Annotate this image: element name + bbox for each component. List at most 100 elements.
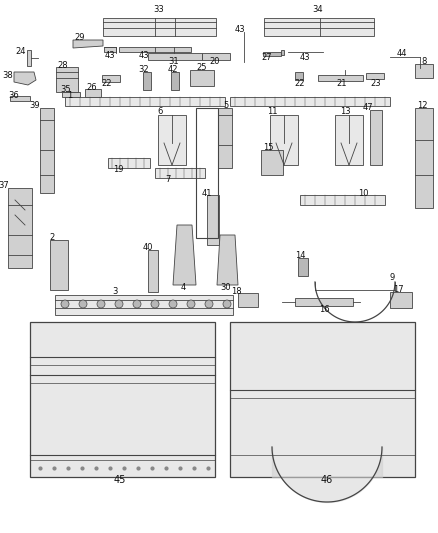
Bar	[108, 158, 150, 168]
Text: 33: 33	[154, 5, 164, 14]
Bar	[143, 72, 151, 90]
Text: 36: 36	[9, 91, 19, 100]
Text: 18: 18	[231, 287, 241, 295]
Bar	[298, 258, 308, 276]
Bar	[40, 108, 54, 193]
Bar	[171, 72, 179, 90]
Text: 43: 43	[105, 51, 115, 60]
Bar	[119, 47, 191, 52]
Text: 8: 8	[421, 58, 427, 67]
Bar	[390, 292, 412, 308]
Circle shape	[223, 300, 231, 308]
Bar	[318, 75, 363, 81]
Bar	[230, 322, 415, 477]
Text: 34: 34	[313, 5, 323, 14]
Circle shape	[61, 300, 69, 308]
Bar	[8, 188, 32, 268]
Bar	[102, 75, 120, 82]
Text: 26: 26	[87, 83, 97, 92]
Bar	[370, 110, 382, 165]
Text: 32: 32	[139, 66, 149, 75]
Text: 28: 28	[58, 61, 68, 69]
Bar	[218, 108, 232, 168]
Bar	[65, 97, 225, 106]
Bar	[27, 50, 31, 66]
Bar	[56, 67, 78, 92]
Bar	[158, 115, 186, 165]
Bar	[202, 53, 230, 60]
Bar	[10, 96, 30, 101]
Text: 46: 46	[321, 475, 333, 485]
Circle shape	[133, 300, 141, 308]
Text: 19: 19	[113, 166, 123, 174]
Text: 25: 25	[197, 63, 207, 72]
Text: 9: 9	[389, 273, 395, 282]
Bar	[207, 195, 219, 245]
Text: 27: 27	[261, 53, 272, 62]
Text: 42: 42	[168, 66, 178, 75]
Bar	[103, 18, 216, 36]
Text: 2: 2	[49, 232, 55, 241]
Circle shape	[151, 300, 159, 308]
Text: 17: 17	[393, 286, 403, 295]
Bar	[366, 73, 384, 79]
Circle shape	[187, 300, 195, 308]
Bar	[335, 115, 363, 165]
Text: 31: 31	[169, 58, 179, 67]
Text: 7: 7	[165, 175, 171, 184]
Bar	[281, 50, 284, 55]
Polygon shape	[217, 235, 238, 285]
Bar	[295, 298, 353, 306]
Bar	[261, 150, 283, 175]
Text: 13: 13	[340, 108, 350, 117]
Text: 10: 10	[358, 189, 368, 198]
Text: 40: 40	[143, 244, 153, 253]
Text: 20: 20	[210, 58, 220, 67]
Text: 39: 39	[30, 101, 40, 110]
Polygon shape	[14, 72, 36, 85]
Text: 38: 38	[3, 70, 14, 79]
Polygon shape	[73, 40, 103, 48]
Bar	[85, 89, 101, 97]
Text: 15: 15	[263, 143, 273, 152]
Text: 22: 22	[295, 78, 305, 87]
Text: 43: 43	[139, 52, 149, 61]
Bar	[415, 64, 433, 78]
Text: 37: 37	[0, 181, 9, 190]
Bar	[30, 322, 215, 477]
Text: 41: 41	[202, 189, 212, 198]
Circle shape	[97, 300, 105, 308]
Text: 1: 1	[67, 91, 73, 100]
Bar	[270, 115, 298, 165]
Bar	[238, 293, 258, 307]
Text: 35: 35	[61, 85, 71, 94]
Bar	[104, 47, 116, 52]
Text: 6: 6	[157, 108, 162, 117]
Text: 23: 23	[371, 78, 381, 87]
Bar	[415, 108, 433, 208]
Bar	[50, 240, 68, 290]
Bar	[263, 52, 281, 56]
Text: 11: 11	[267, 108, 277, 117]
Bar	[190, 70, 214, 86]
Bar	[264, 18, 374, 36]
Polygon shape	[173, 225, 196, 285]
Bar	[155, 168, 205, 178]
Text: 5: 5	[223, 101, 229, 110]
Circle shape	[205, 300, 213, 308]
Text: 47: 47	[363, 103, 373, 112]
Circle shape	[79, 300, 87, 308]
Text: 4: 4	[180, 282, 186, 292]
Text: 14: 14	[295, 252, 305, 261]
Bar	[295, 72, 303, 80]
Text: 21: 21	[337, 78, 347, 87]
Bar	[300, 195, 385, 205]
Text: 16: 16	[319, 305, 329, 314]
Text: 43: 43	[235, 25, 245, 34]
Bar	[62, 92, 80, 97]
Circle shape	[169, 300, 177, 308]
Text: 43: 43	[300, 53, 310, 62]
Text: 24: 24	[16, 47, 26, 56]
Text: 30: 30	[221, 282, 231, 292]
Bar	[148, 53, 202, 60]
